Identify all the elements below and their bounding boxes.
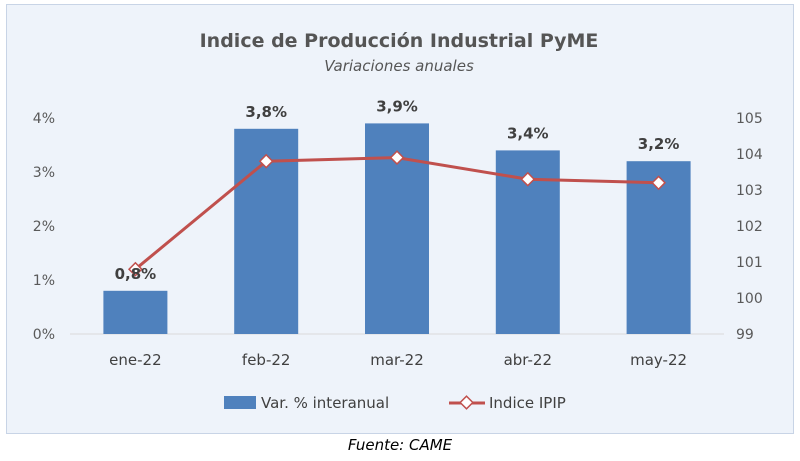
legend-bar-swatch: [224, 396, 256, 409]
y-right-tick-label: 104: [736, 147, 763, 163]
x-tick-label: mar-22: [370, 351, 424, 369]
chart: Indice de Producción Industrial PyME Var…: [33, 30, 763, 412]
source-note: Fuente: CAME: [347, 436, 453, 454]
y-right-tick-label: 100: [736, 291, 763, 307]
data-label: 0,8%: [115, 265, 157, 283]
data-label: 3,2%: [638, 135, 680, 153]
y-right-tick-label: 103: [736, 183, 763, 199]
y-left-tick-label: 3%: [33, 165, 55, 181]
y-right-tick-label: 105: [736, 111, 763, 127]
line-marker: [258, 153, 274, 169]
y-left-tick-label: 0%: [33, 327, 55, 343]
y-right-tick-label: 101: [736, 255, 763, 271]
data-label: 3,8%: [245, 103, 287, 121]
legend-marker: [459, 395, 474, 410]
y-left-tick-label: 2%: [33, 219, 55, 235]
chart-subtitle: Variaciones anuales: [324, 57, 474, 75]
legend-label-line: Indice IPIP: [489, 394, 566, 412]
x-tick-label: abr-22: [504, 351, 552, 369]
line-marker: [520, 171, 536, 187]
bar: [103, 290, 168, 334]
data-label: 3,4%: [507, 124, 549, 142]
line-marker: [127, 261, 143, 277]
y-right-tick-label: 99: [736, 327, 754, 343]
x-tick-label: may-22: [630, 351, 687, 369]
data-label: 3,9%: [376, 97, 418, 115]
x-tick-label: feb-22: [242, 351, 291, 369]
chart-title: Indice de Producción Industrial PyME: [200, 30, 599, 52]
x-tick-label: ene-22: [109, 351, 161, 369]
line-marker: [651, 175, 667, 191]
line-marker: [389, 150, 405, 166]
y-left-tick-label: 1%: [33, 273, 55, 289]
chart-frame: Indice de Producción Industrial PyME Var…: [6, 4, 794, 434]
legend-label-bar: Var. % interanual: [261, 394, 389, 412]
y-left-tick-label: 4%: [33, 111, 55, 127]
y-right-tick-label: 102: [736, 219, 763, 235]
legend: Var. % interanual Indice IPIP: [224, 394, 566, 412]
